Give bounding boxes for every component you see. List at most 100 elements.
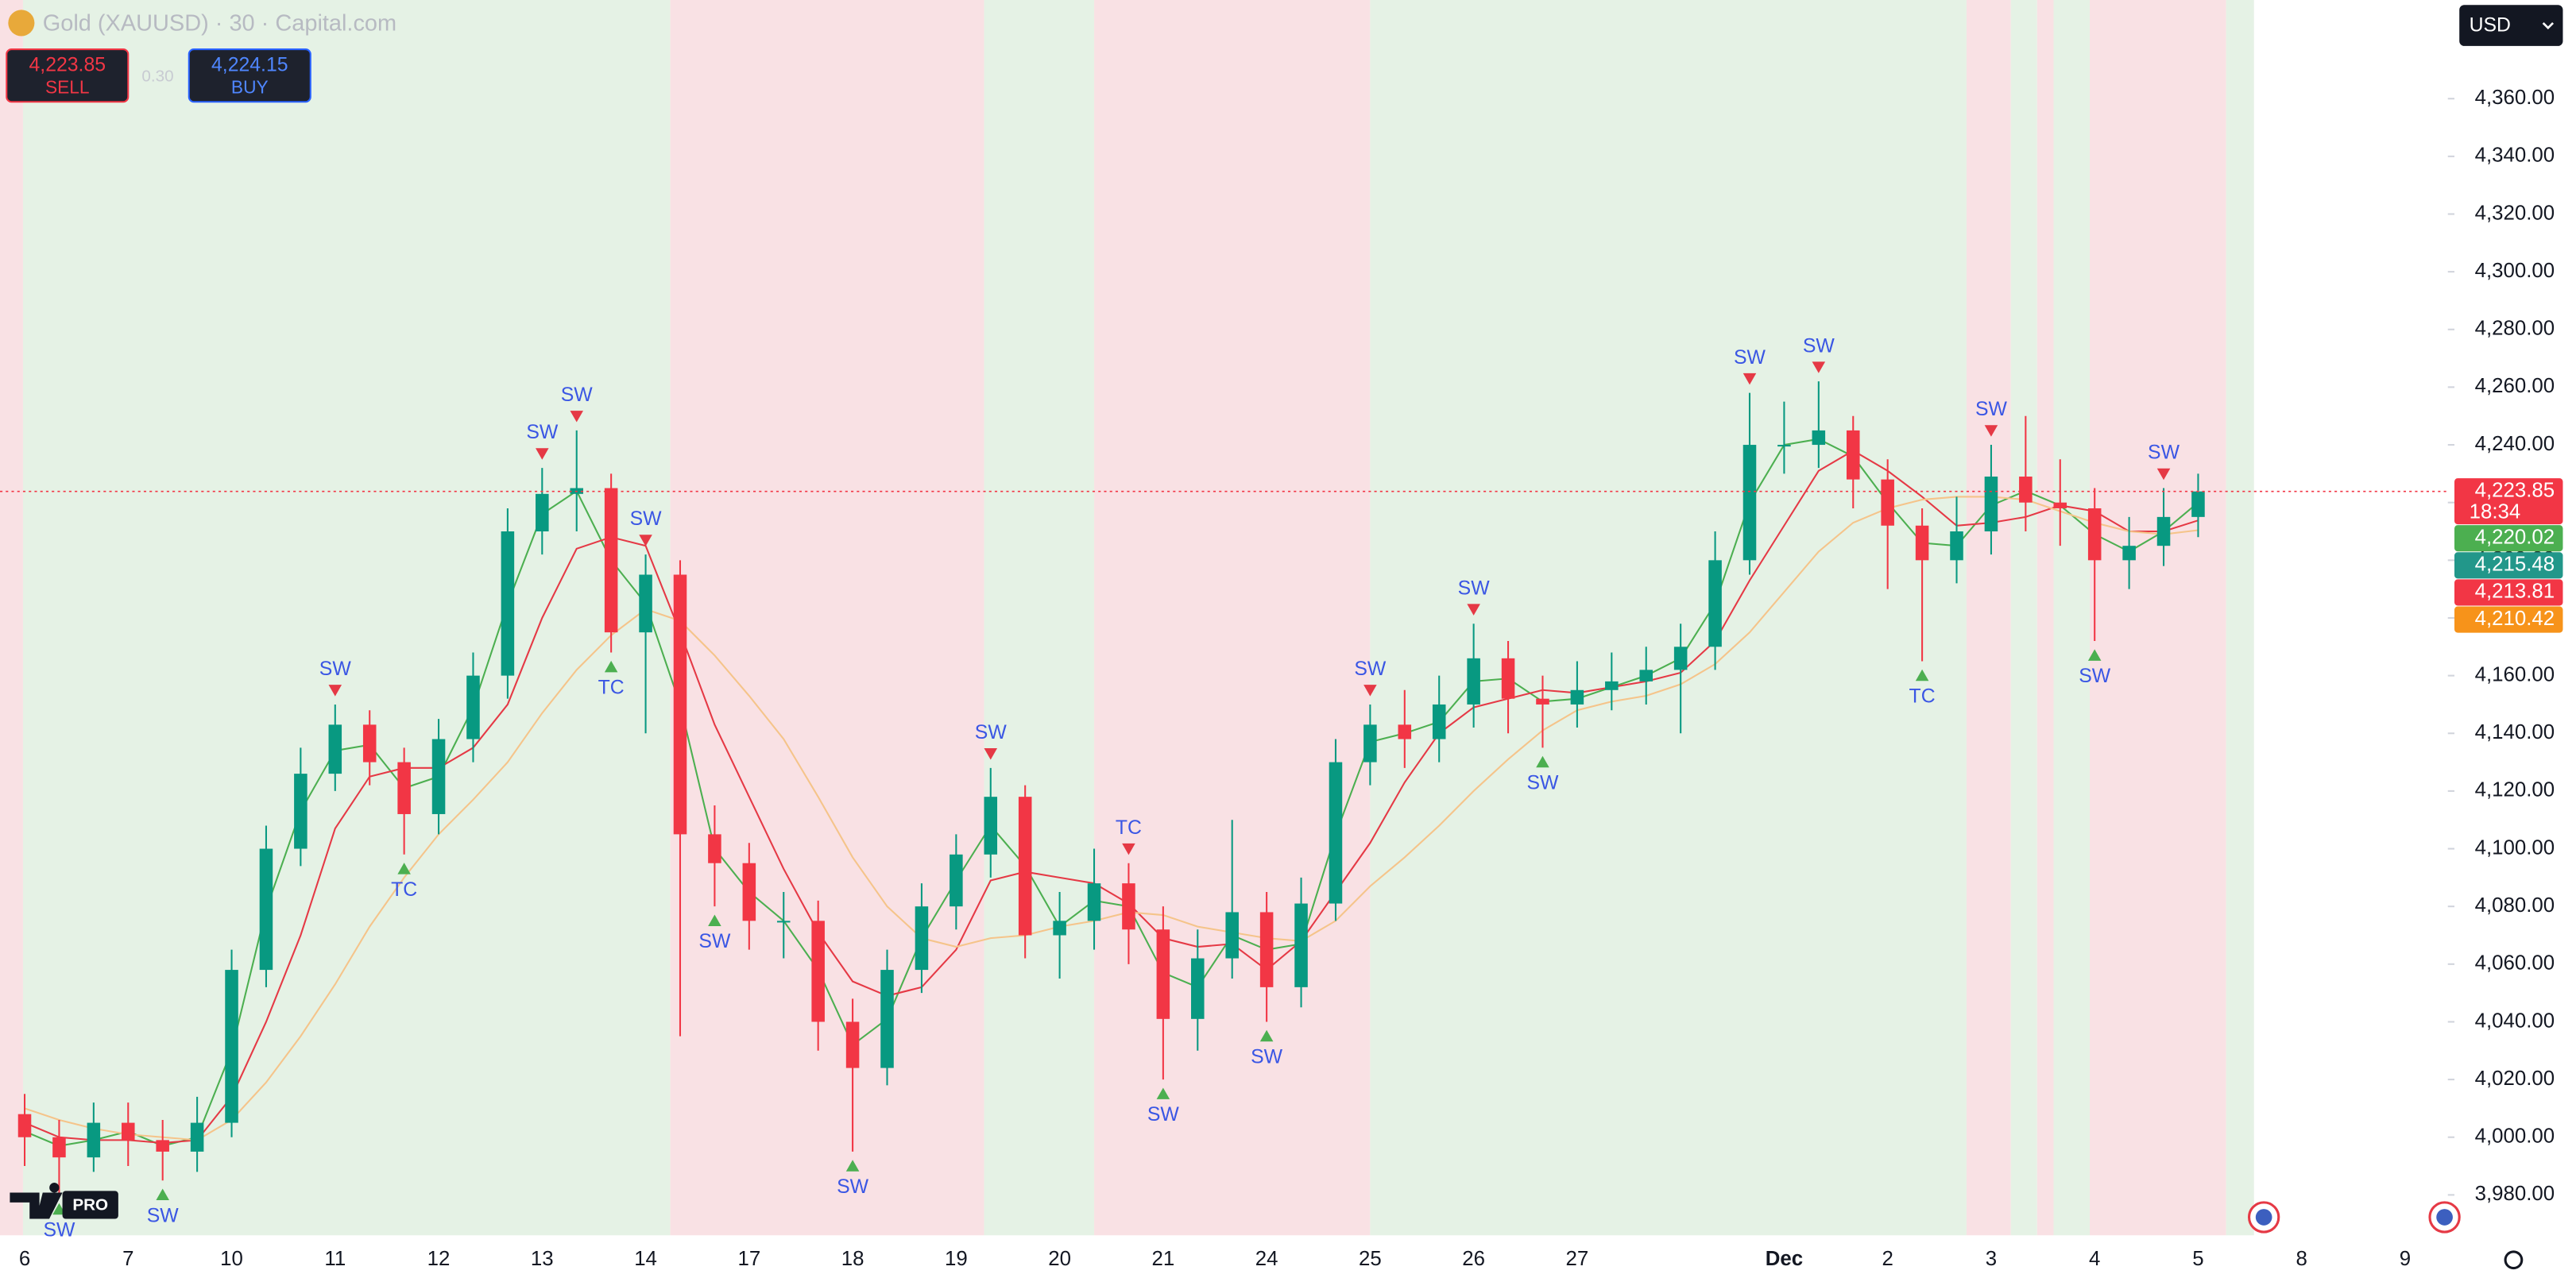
sell-button[interactable] — [6, 48, 130, 103]
signal-arrow — [708, 914, 721, 926]
buy-label: BUY — [231, 77, 269, 98]
signal-label: SW — [1251, 1047, 1283, 1068]
signal-arrow — [1122, 843, 1135, 855]
y-tick-label: 4,140.00 — [2475, 721, 2555, 743]
price-label-box — [2454, 552, 2563, 579]
candle-body — [1881, 479, 1894, 526]
y-tick-label: 4,060.00 — [2475, 952, 2555, 975]
x-tick-label: 26 — [1462, 1248, 1485, 1270]
signal-arrow — [1156, 1087, 1170, 1099]
x-tick-label: 6 — [19, 1248, 30, 1270]
candle-body — [2156, 516, 2171, 546]
x-tick-label: 2 — [1882, 1248, 1893, 1270]
candle-body — [950, 854, 963, 907]
price-label-box — [2454, 606, 2563, 633]
candle-body — [1432, 704, 1446, 739]
currency-select[interactable] — [2459, 5, 2563, 46]
candle-body — [1501, 658, 1515, 699]
currency-label: USD — [2470, 15, 2511, 37]
sell-label: SELL — [45, 77, 90, 98]
candle-body — [673, 574, 687, 835]
price-label: 4,215.48 — [2475, 554, 2555, 576]
x-tick-label: 19 — [945, 1248, 968, 1270]
signal-label: SW — [319, 658, 352, 680]
signal-arrow — [1467, 604, 1480, 616]
candle-body — [984, 797, 998, 855]
x-tick-label: 13 — [531, 1248, 554, 1270]
signal-arrow — [639, 535, 652, 546]
candle-body — [190, 1122, 204, 1152]
candle-body — [1156, 929, 1170, 1019]
candle-body — [1915, 525, 1929, 561]
candle-body — [2087, 508, 2102, 561]
candle-body — [1053, 921, 1066, 936]
candle-body — [259, 848, 273, 971]
candle-body — [1673, 647, 1688, 670]
candle-body — [1122, 883, 1135, 930]
bear-zone — [1094, 0, 1371, 1236]
bear-zone — [2089, 0, 2226, 1236]
moving-average-line — [24, 496, 2199, 1141]
signal-label: SW — [526, 422, 559, 443]
candle-body — [1363, 724, 1377, 763]
price-label-box — [2454, 579, 2563, 606]
y-tick-label: 4,000.00 — [2475, 1125, 2555, 1148]
candle-body — [431, 739, 446, 814]
sell-price: 4,223.85 — [29, 54, 106, 75]
candle-body — [604, 488, 618, 633]
trend-zones — [0, 0, 2254, 1236]
candle-body — [501, 531, 515, 676]
bear-zone — [0, 0, 23, 1236]
candle-body — [52, 1137, 66, 1158]
bull-zone — [2226, 0, 2254, 1236]
candle-body — [328, 724, 342, 774]
y-tick-label: 4,360.00 — [2475, 87, 2555, 109]
moving-average-line — [24, 438, 2199, 1147]
signal-label: SW — [1527, 772, 1560, 793]
y-tick-label: 4,080.00 — [2475, 894, 2555, 917]
candle-body — [1812, 430, 1826, 446]
x-tick-label: 11 — [324, 1248, 346, 1270]
countdown-label: 18:34 — [2470, 500, 2521, 523]
axis-layer: 3,980.00 4,000.00 4,020.00 4,040.00 4,060.00… — [19, 87, 2563, 1270]
y-tick-label: 4,120.00 — [2475, 779, 2555, 801]
tv-logo: PRO — [10, 1183, 118, 1219]
logo-mark — [10, 1183, 63, 1219]
x-tick-label: 24 — [1255, 1248, 1278, 1270]
candle-body — [2122, 546, 2136, 561]
candle-body — [1639, 670, 1654, 681]
signal-label: SW — [1147, 1104, 1180, 1125]
logo-badge — [62, 1191, 118, 1219]
settings-icon[interactable] — [2504, 1250, 2524, 1270]
candle-body — [1846, 430, 1860, 480]
symbol-icon — [8, 10, 35, 37]
candle-body — [122, 1122, 135, 1141]
x-tick-label: 9 — [2400, 1248, 2411, 1270]
y-tick-label: 4,100.00 — [2475, 836, 2555, 859]
signal-arrow — [1742, 373, 1757, 385]
bull-zone — [2010, 0, 2037, 1236]
price-axis-bg — [2447, 0, 2576, 1278]
signal-arrow — [1363, 685, 1377, 697]
bull-zone — [1370, 0, 1967, 1236]
buy-button[interactable] — [188, 48, 311, 103]
x-tick-label: 5 — [2192, 1248, 2203, 1270]
y-tick-label: 4,160.00 — [2475, 663, 2555, 685]
symbol-title: Gold (XAUUSD) · 30 · Capital.com — [43, 11, 396, 37]
candle-body — [1742, 445, 1757, 561]
spread: 0.30 — [141, 68, 173, 86]
signal-label: SW — [2148, 442, 2180, 464]
candle-body — [2191, 491, 2205, 517]
signal-label: SW — [975, 722, 1008, 743]
chevron-icon — [2542, 22, 2555, 30]
candle-body — [845, 1021, 860, 1068]
price-label: 4,210.42 — [2475, 608, 2555, 630]
y-tick-label: 4,260.00 — [2475, 375, 2555, 397]
signal-label: TC — [1909, 686, 1936, 708]
candle-body — [639, 574, 652, 633]
price-label: 4,220.02 — [2475, 526, 2555, 548]
candle-body — [362, 724, 377, 763]
candle-body — [1570, 689, 1584, 705]
signal-label: SW — [837, 1176, 869, 1198]
candle-body — [17, 1114, 32, 1137]
